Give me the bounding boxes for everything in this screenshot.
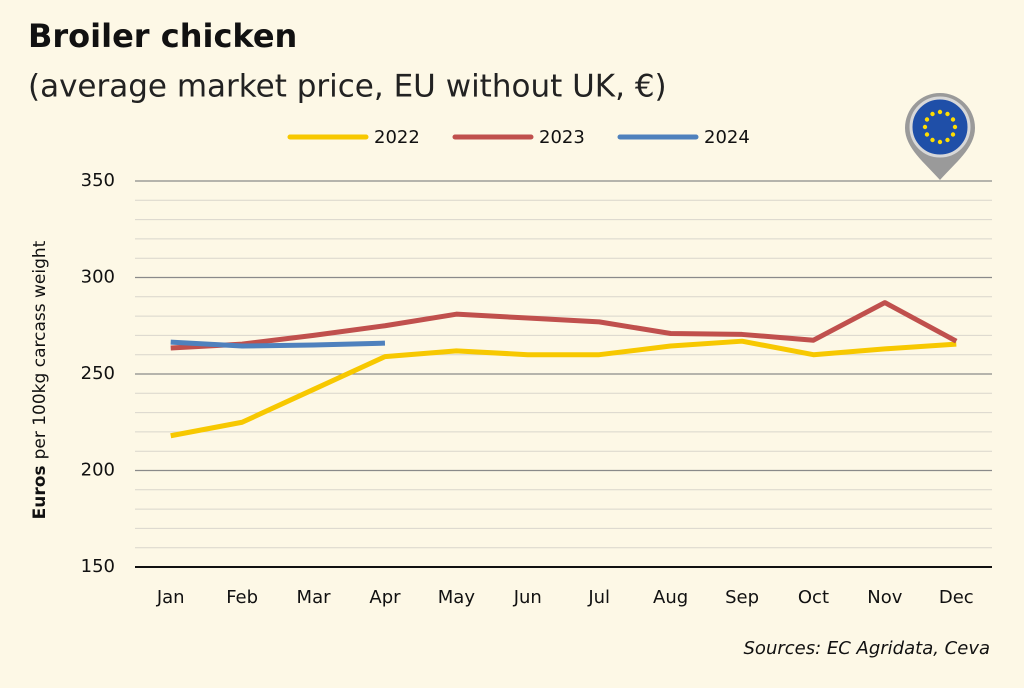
source: Sources: EC Agridata, Ceva xyxy=(744,638,991,659)
x-tick-label: Jul xyxy=(587,587,610,608)
y-axis-label-rest: per 100kg carcass weight xyxy=(30,240,50,459)
x-tick-label: Dec xyxy=(939,587,974,608)
x-tick-label: Sep xyxy=(725,587,759,608)
x-tick-label: Mar xyxy=(297,587,332,608)
series-line xyxy=(170,339,386,349)
legend-label: 2023 xyxy=(539,127,585,148)
y-tick-label: 250 xyxy=(81,363,115,384)
x-tick-label: Feb xyxy=(226,587,258,608)
legend-label: 2024 xyxy=(704,127,750,148)
y-axis-label-bold: Euros xyxy=(30,465,50,519)
x-tick-label: May xyxy=(438,587,476,608)
eu-pin-icon xyxy=(905,93,975,180)
chart-subtitle: (average market price, EU without UK, €) xyxy=(28,69,667,105)
y-tick-label: 150 xyxy=(81,556,115,577)
legend-label: 2022 xyxy=(374,127,420,148)
x-tick-label: Oct xyxy=(798,587,829,608)
x-tick-label: Nov xyxy=(867,587,902,608)
x-tick-label: Apr xyxy=(369,587,401,608)
chart-title: Broiler chicken xyxy=(28,17,297,55)
series-line xyxy=(170,300,958,351)
series-line xyxy=(170,338,957,439)
x-tick-label: Aug xyxy=(653,587,688,608)
x-tick-label: Jun xyxy=(513,587,542,608)
y-tick-label: 350 xyxy=(81,170,115,191)
y-tick-label: 300 xyxy=(81,267,115,288)
y-tick-label: 200 xyxy=(81,460,115,481)
y-axis-label: Euros per 100kg carcass weight xyxy=(30,240,50,519)
x-tick-label: Jan xyxy=(156,587,185,608)
